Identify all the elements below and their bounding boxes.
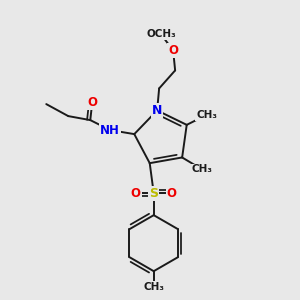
Text: CH₃: CH₃ [143, 282, 164, 292]
Text: NH: NH [100, 124, 120, 136]
Text: O: O [167, 187, 177, 200]
Text: O: O [131, 187, 141, 200]
Text: O: O [168, 44, 178, 57]
Text: O: O [87, 96, 97, 109]
Text: CH₃: CH₃ [192, 164, 213, 175]
Text: OCH₃: OCH₃ [146, 29, 176, 39]
Text: N: N [152, 104, 162, 117]
Text: CH₃: CH₃ [196, 110, 217, 120]
Text: S: S [149, 187, 158, 200]
